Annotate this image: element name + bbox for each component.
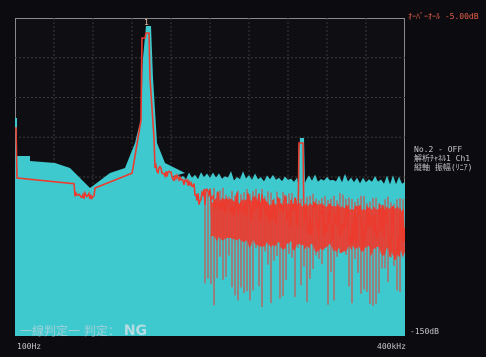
x-start-label: 100Hz — [17, 342, 42, 351]
x-end-label: 400kHz — [377, 342, 406, 351]
marker-1-label: 1 — [144, 18, 149, 27]
limit-envelope-area — [15, 26, 405, 336]
vertical-axis-mode: 縦軸 振幅(ﾘﾆｱ) — [414, 163, 473, 172]
spectrum-plot — [15, 18, 405, 336]
side-info-panel: No.2 - OFF 解析ﾁｬﾈﾙ1 Ch1 縦軸 振幅(ﾘﾆｱ) — [414, 145, 472, 172]
judgement-prefix: 一線判定一 判定： — [20, 324, 120, 338]
ref-level-label: ｵｰﾊﾞｰｵｰﾙ -5.00dB — [408, 12, 479, 21]
marker-status: No.2 - OFF — [414, 145, 463, 154]
bottom-level-label: -150dB — [410, 327, 439, 336]
judgement-status: 一線判定一 判定： NG — [20, 322, 147, 339]
analysis-channel: 解析ﾁｬﾈﾙ1 Ch1 — [414, 154, 471, 163]
judgement-result: NG — [123, 323, 148, 339]
